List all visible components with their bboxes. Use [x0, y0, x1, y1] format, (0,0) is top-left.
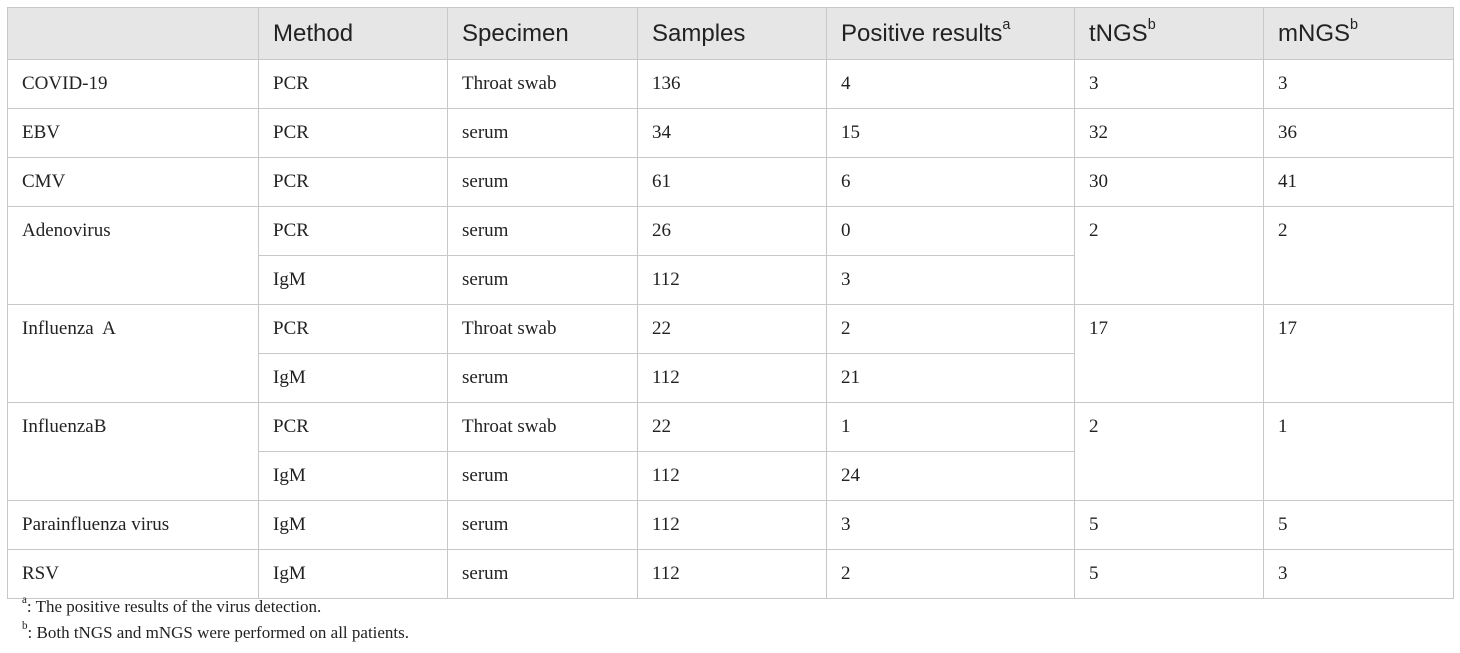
header-virus: [7, 7, 259, 60]
table-row: RSV IgM serum 112 2 5 3: [7, 549, 1454, 599]
virus-cell: RSV: [7, 549, 259, 599]
positive-cell: 0: [826, 206, 1075, 256]
header-tngs: tNGSb: [1074, 7, 1264, 60]
virus-cell: Influenza A: [7, 304, 259, 403]
table-row: COVID-19 PCR Throat swab 136 4 3 3: [7, 59, 1454, 109]
method-cell: PCR: [258, 304, 448, 354]
tngs-cell: 2: [1074, 206, 1264, 305]
mngs-cell: 41: [1263, 157, 1454, 207]
method-cell: IgM: [258, 549, 448, 599]
specimen-cell: serum: [447, 500, 638, 550]
method-cell: PCR: [258, 59, 448, 109]
table-row: IgM serum 112 3: [8, 255, 1454, 305]
virus-cell: CMV: [7, 157, 259, 207]
header-positive-results: Positive resultsa: [826, 7, 1075, 60]
method-cell: PCR: [258, 157, 448, 207]
positive-cell: 3: [826, 500, 1075, 550]
table-row: IgM serum 112 24: [8, 451, 1454, 501]
samples-cell: 112: [637, 255, 827, 305]
method-cell: IgM: [258, 255, 448, 305]
samples-cell: 34: [637, 108, 827, 158]
positive-cell: 3: [826, 255, 1075, 305]
samples-cell: 26: [637, 206, 827, 256]
virus-cell: Adenovirus: [7, 206, 259, 305]
method-cell: IgM: [258, 451, 448, 501]
tngs-cell: 5: [1074, 549, 1264, 599]
specimen-cell: serum: [447, 108, 638, 158]
method-cell: IgM: [258, 500, 448, 550]
mngs-cell: 3: [1263, 549, 1454, 599]
header-specimen: Specimen: [447, 7, 638, 60]
specimen-cell: Throat swab: [447, 59, 638, 109]
positive-cell: 2: [826, 304, 1075, 354]
table-row: EBV PCR serum 34 15 32 36: [7, 108, 1454, 158]
table-row: Adenovirus PCR serum 26 0 2 2: [7, 206, 1454, 305]
virus-cell: Parainfluenza virus: [7, 500, 259, 550]
samples-cell: 61: [637, 157, 827, 207]
positive-cell: 6: [826, 157, 1075, 207]
samples-cell: 22: [637, 402, 827, 452]
header-row: Method Specimen Samples Positive results…: [7, 7, 1454, 60]
samples-cell: 112: [637, 353, 827, 403]
tngs-cell: 32: [1074, 108, 1264, 158]
method-cell: PCR: [258, 206, 448, 256]
mngs-cell: 36: [1263, 108, 1454, 158]
specimen-cell: serum: [447, 255, 638, 305]
positive-cell: 24: [826, 451, 1075, 501]
footnote-text: : Both tNGS and mNGS were performed on a…: [27, 623, 410, 642]
positive-cell: 1: [826, 402, 1075, 452]
virus-detection-table: Method Specimen Samples Positive results…: [7, 7, 1454, 599]
method-cell: PCR: [258, 402, 448, 452]
mngs-cell: 17: [1263, 304, 1454, 403]
samples-cell: 112: [637, 451, 827, 501]
mngs-cell: 3: [1263, 59, 1454, 109]
positive-cell: 2: [826, 549, 1075, 599]
specimen-cell: serum: [447, 206, 638, 256]
table-row: CMV PCR serum 61 6 30 41: [7, 157, 1454, 207]
method-cell: PCR: [258, 108, 448, 158]
mngs-cell: 1: [1263, 402, 1454, 501]
footnote-mark: a: [22, 594, 27, 607]
specimen-cell: serum: [447, 157, 638, 207]
samples-cell: 136: [637, 59, 827, 109]
tngs-cell: 17: [1074, 304, 1264, 403]
specimen-cell: Throat swab: [447, 304, 638, 354]
samples-cell: 112: [637, 549, 827, 599]
samples-cell: 112: [637, 500, 827, 550]
specimen-cell: serum: [447, 549, 638, 599]
specimen-cell: Throat swab: [447, 402, 638, 452]
footnote-mark: b: [22, 620, 28, 633]
tngs-cell: 5: [1074, 500, 1264, 550]
table-row: Influenza A PCR Throat swab 22 2 17 17: [7, 304, 1454, 403]
positive-cell: 4: [826, 59, 1075, 109]
specimen-cell: serum: [447, 353, 638, 403]
footnote-a: a: The positive results of the virus det…: [22, 594, 409, 617]
table-row: InfluenzaB PCR Throat swab 22 1 2 1: [7, 402, 1454, 501]
header-method: Method: [258, 7, 448, 60]
table-row: IgM serum 112 21: [8, 353, 1454, 403]
virus-cell: COVID-19: [7, 59, 259, 109]
table-footnotes: a: The positive results of the virus det…: [22, 594, 410, 649]
mngs-cell: 5: [1263, 500, 1454, 550]
tngs-cell: 3: [1074, 59, 1264, 109]
method-cell: IgM: [258, 353, 448, 403]
virus-cell: InfluenzaB: [7, 402, 259, 501]
footnote-b: b: Both tNGS and mNGS were performed on …: [22, 620, 410, 643]
header-mngs: mNGSb: [1263, 7, 1454, 60]
tngs-cell: 30: [1074, 157, 1264, 207]
specimen-cell: serum: [447, 451, 638, 501]
positive-cell: 15: [826, 108, 1075, 158]
positive-cell: 21: [826, 353, 1075, 403]
table-row: Parainfluenza virus IgM serum 112 3 5 5: [7, 500, 1454, 550]
header-samples: Samples: [637, 7, 827, 60]
samples-cell: 22: [637, 304, 827, 354]
virus-detection-table-container: Method Specimen Samples Positive results…: [7, 7, 1454, 599]
virus-cell: EBV: [7, 108, 259, 158]
footnote-text: : The positive results of the virus dete…: [26, 597, 322, 616]
tngs-cell: 2: [1074, 402, 1264, 501]
mngs-cell: 2: [1263, 206, 1454, 305]
